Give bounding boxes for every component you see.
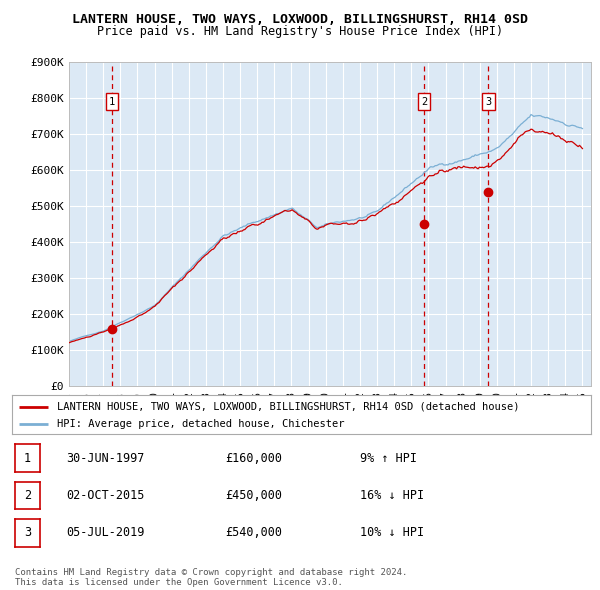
Text: LANTERN HOUSE, TWO WAYS, LOXWOOD, BILLINGSHURST, RH14 0SD (detached house): LANTERN HOUSE, TWO WAYS, LOXWOOD, BILLIN… [56, 402, 519, 412]
Text: £450,000: £450,000 [225, 489, 282, 502]
Text: 1: 1 [24, 452, 31, 465]
Text: 1: 1 [109, 97, 115, 107]
Text: Contains HM Land Registry data © Crown copyright and database right 2024.
This d: Contains HM Land Registry data © Crown c… [15, 568, 407, 587]
Text: HPI: Average price, detached house, Chichester: HPI: Average price, detached house, Chic… [56, 419, 344, 429]
Text: 02-OCT-2015: 02-OCT-2015 [66, 489, 145, 502]
Text: 2: 2 [24, 489, 31, 502]
Text: 3: 3 [485, 97, 491, 107]
Text: 16% ↓ HPI: 16% ↓ HPI [360, 489, 424, 502]
Text: 10% ↓ HPI: 10% ↓ HPI [360, 526, 424, 539]
Text: 9% ↑ HPI: 9% ↑ HPI [360, 451, 417, 465]
Text: 2: 2 [421, 97, 427, 107]
Text: 30-JUN-1997: 30-JUN-1997 [66, 451, 145, 465]
Text: £160,000: £160,000 [225, 451, 282, 465]
Text: Price paid vs. HM Land Registry's House Price Index (HPI): Price paid vs. HM Land Registry's House … [97, 25, 503, 38]
Text: 05-JUL-2019: 05-JUL-2019 [66, 526, 145, 539]
Text: 3: 3 [24, 526, 31, 539]
Text: LANTERN HOUSE, TWO WAYS, LOXWOOD, BILLINGSHURST, RH14 0SD: LANTERN HOUSE, TWO WAYS, LOXWOOD, BILLIN… [72, 13, 528, 26]
Text: £540,000: £540,000 [225, 526, 282, 539]
